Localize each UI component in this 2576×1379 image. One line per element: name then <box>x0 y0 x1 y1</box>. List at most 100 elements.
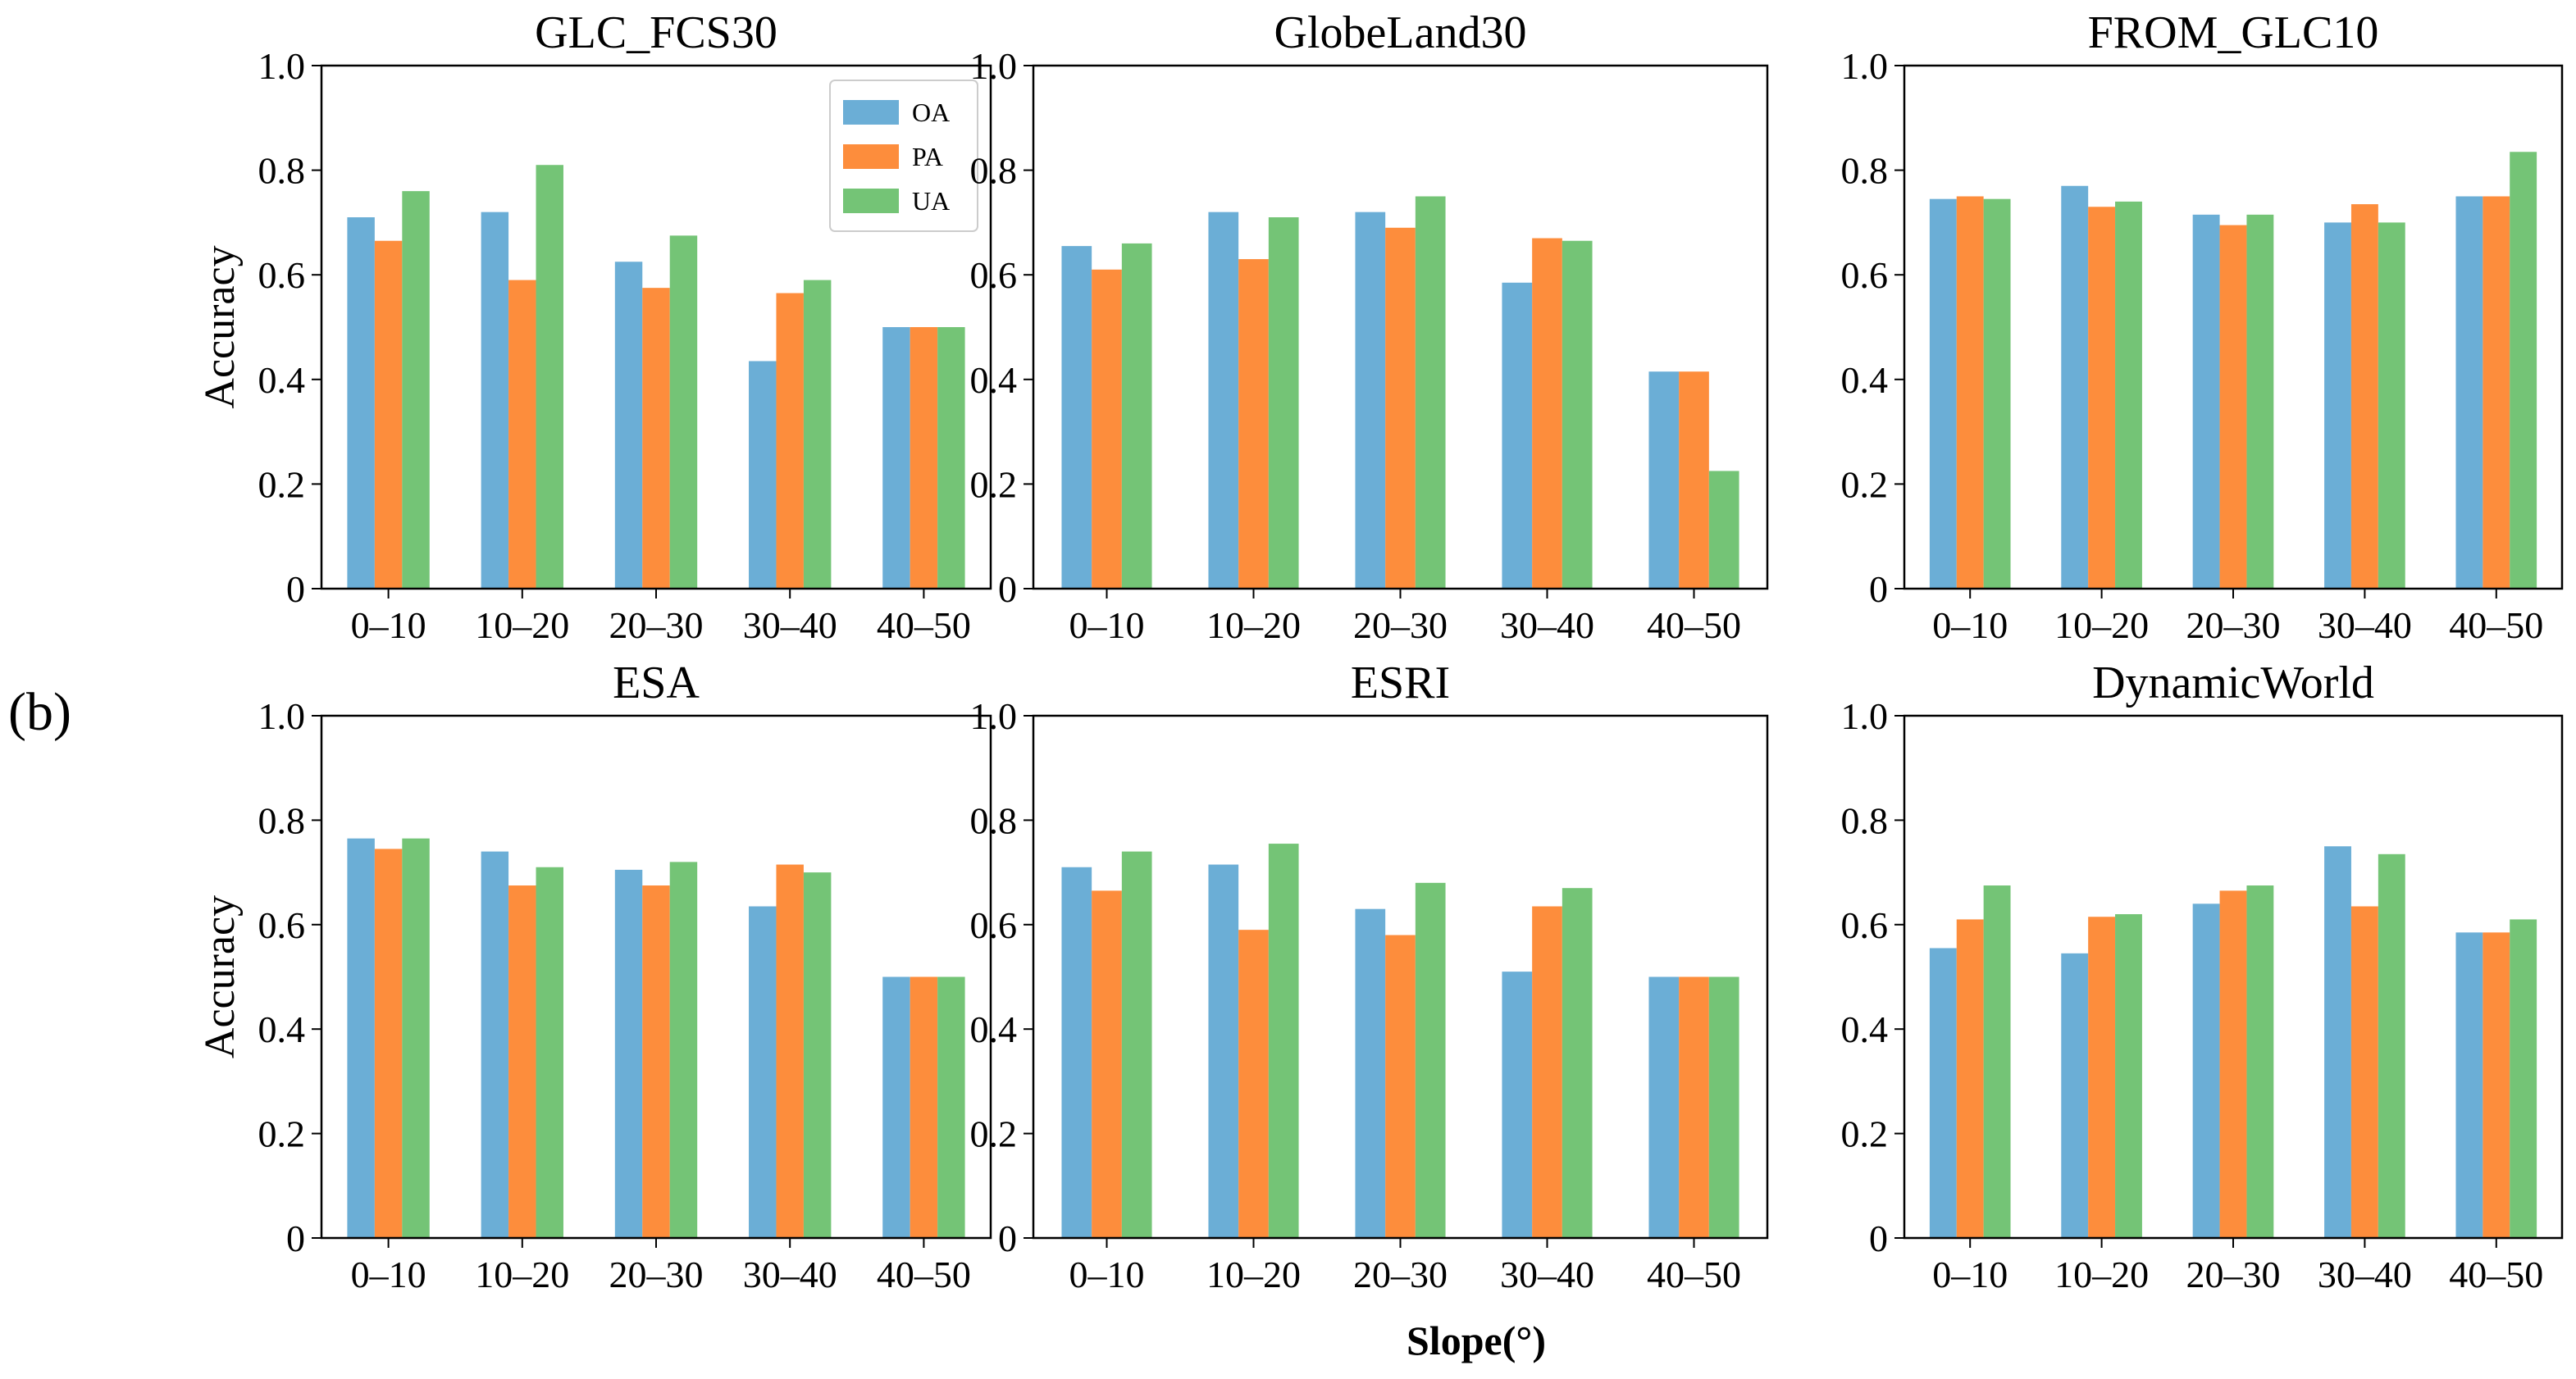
bar-oa-1 <box>1061 867 1092 1238</box>
bar-ua-4 <box>2378 222 2405 589</box>
bar-oa-2 <box>1208 864 1239 1238</box>
x-tick-label: 0–10 <box>351 1254 426 1295</box>
bar-ua-1 <box>1121 851 1152 1238</box>
x-tick-label: 10–20 <box>1206 604 1301 646</box>
y-tick-label: 0.8 <box>1841 150 1889 192</box>
y-tick-label: 0.6 <box>1841 904 1889 946</box>
bar-pa-1 <box>1092 269 1122 589</box>
bar-ua-5 <box>1708 471 1739 589</box>
plot-frame <box>320 714 992 1240</box>
legend-swatch-pa <box>843 144 899 169</box>
plot-frame <box>1903 64 2564 590</box>
x-tick-label: 30–40 <box>1500 1254 1594 1295</box>
y-tick-label: 0.6 <box>258 904 306 946</box>
bar-pa-3 <box>642 288 670 589</box>
bar-oa-3 <box>614 262 643 589</box>
bar-oa-2 <box>1208 212 1239 589</box>
y-axis-label: Accuracy <box>197 245 244 408</box>
bar-oa-2 <box>481 212 509 589</box>
bar-ua-3 <box>1415 882 1446 1238</box>
bar-ua-4 <box>803 280 832 589</box>
x-tick-label: 30–40 <box>2318 604 2412 646</box>
bar-ua-5 <box>1708 976 1739 1238</box>
bar-oa-5 <box>2455 932 2483 1238</box>
bar-pa-4 <box>1532 238 1562 589</box>
plot-frame <box>320 64 992 590</box>
bar-ua-4 <box>803 872 832 1238</box>
bar-oa-3 <box>2192 903 2220 1238</box>
legend-swatch-oa <box>843 100 899 125</box>
chart-title: ESA <box>613 658 700 708</box>
y-tick-label: 0.4 <box>1841 359 1889 401</box>
y-tick-label: 0.6 <box>970 254 1018 296</box>
bar-ua-1 <box>1121 243 1152 589</box>
bar-pa-5 <box>2483 196 2510 589</box>
bar-oa-1 <box>1929 198 1957 589</box>
x-tick-label: 10–20 <box>1206 1254 1301 1295</box>
chart-panel-3: ESA 0 0.2 0.4 0.6 0.8 1.0 0–10 10–20 20–30 30–40 40… <box>197 658 992 1295</box>
x-tick-label: 40–50 <box>2449 1254 2543 1295</box>
y-tick-label: 1.0 <box>258 695 306 737</box>
y-tick-label: 0.6 <box>258 254 306 296</box>
bar-oa-5 <box>882 976 910 1238</box>
y-tick-label: 0.4 <box>970 1008 1018 1050</box>
bar-oa-5 <box>2455 196 2483 589</box>
bar-oa-1 <box>347 217 375 589</box>
x-tick-label: 10–20 <box>475 1254 569 1295</box>
y-axis-label: Accuracy <box>197 895 244 1058</box>
x-tick-label: 30–40 <box>2318 1254 2412 1295</box>
y-tick-label: 0.8 <box>970 799 1018 841</box>
y-tick-label: 0.2 <box>258 1113 306 1155</box>
x-tick-label: 20–30 <box>609 604 704 646</box>
x-tick-label: 0–10 <box>1932 1254 2008 1295</box>
plot-frame <box>1032 64 1769 590</box>
x-tick-label: 40–50 <box>877 1254 971 1295</box>
bar-pa-5 <box>2483 932 2510 1238</box>
bar-ua-4 <box>1562 240 1593 589</box>
y-tick-label: 0.2 <box>258 463 306 505</box>
bar-ua-1 <box>402 838 430 1238</box>
chart-panel-1: GlobeLand30 0 0.2 0.4 0.6 0.8 1.0 0–10 10–20 20–3… <box>970 7 1769 646</box>
bar-ua-2 <box>2115 914 2142 1238</box>
bar-oa-4 <box>749 906 777 1238</box>
chart-grid: GLC_FCS30 0 0.2 0.4 0.6 0.8 1.0 0–10 10–20 20–30 3… <box>197 7 2564 1295</box>
y-tick-label: 0.2 <box>970 1113 1018 1155</box>
bar-oa-4 <box>1502 972 1533 1238</box>
bar-pa-3 <box>642 885 670 1238</box>
chart-panel-0: GLC_FCS30 0 0.2 0.4 0.6 0.8 1.0 0–10 10–20 20–30 3… <box>197 7 992 646</box>
bar-ua-2 <box>1268 217 1299 589</box>
chart-title: GlobeLand30 <box>1274 7 1527 58</box>
bar-pa-2 <box>1238 930 1269 1238</box>
chart-title: DynamicWorld <box>2092 658 2374 708</box>
x-tick-label: 0–10 <box>1932 604 2008 646</box>
y-tick-label: 0.8 <box>258 150 306 192</box>
bar-ua-2 <box>2115 201 2142 589</box>
x-tick-label: 30–40 <box>743 604 837 646</box>
y-tick-label: 0.6 <box>970 904 1018 946</box>
x-tick-label: 0–10 <box>351 604 426 646</box>
bar-pa-1 <box>1092 890 1122 1238</box>
x-tick-label: 40–50 <box>1647 604 1741 646</box>
bar-ua-3 <box>1415 196 1446 589</box>
bar-pa-5 <box>1679 371 1709 589</box>
bar-ua-5 <box>2510 919 2537 1238</box>
bar-oa-2 <box>2061 953 2089 1238</box>
bar-oa-3 <box>1355 212 1386 589</box>
chart-panel-2: FROM_GLC10 0 0.2 0.4 0.6 0.8 1.0 0–10 10–20 20–30… <box>1841 7 2564 646</box>
plot-frame <box>1032 714 1769 1240</box>
bar-pa-3 <box>1385 227 1416 589</box>
y-tick-label: 1.0 <box>258 45 306 87</box>
bar-ua-5 <box>937 976 965 1238</box>
y-tick-label: 0.4 <box>258 1008 306 1050</box>
bar-ua-3 <box>2246 214 2274 589</box>
y-tick-label: 0 <box>1869 1217 1888 1259</box>
bar-ua-4 <box>2378 853 2405 1238</box>
bar-pa-3 <box>2219 890 2247 1238</box>
bar-ua-5 <box>2510 152 2537 589</box>
chart-title: ESRI <box>1351 658 1450 708</box>
bar-ua-3 <box>669 862 698 1238</box>
bar-ua-2 <box>536 867 563 1238</box>
x-tick-label: 0–10 <box>1069 1254 1145 1295</box>
bar-pa-5 <box>910 976 938 1238</box>
bar-ua-1 <box>1983 885 2011 1238</box>
